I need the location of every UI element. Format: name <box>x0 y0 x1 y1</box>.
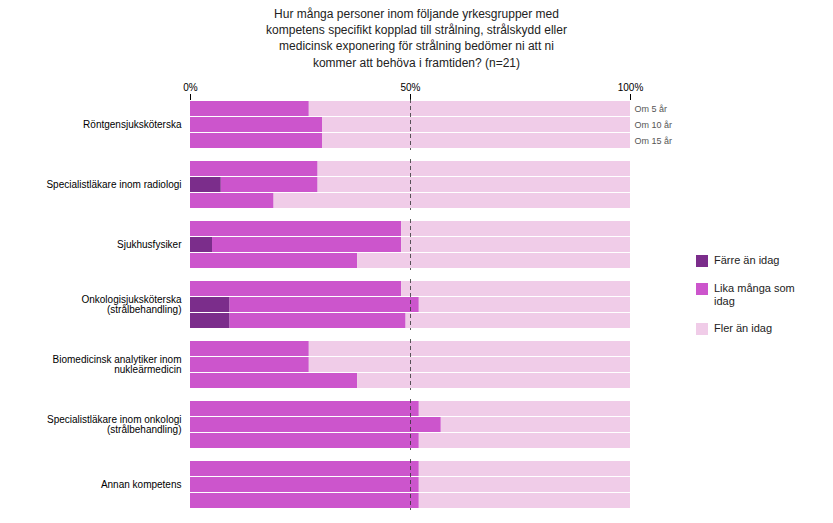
svg-text:Om 10 år: Om 10 år <box>635 120 673 130</box>
svg-text:Biomedicinsk analytiker inomnu: Biomedicinsk analytiker inomnukleärmedic… <box>53 354 182 375</box>
svg-text:Om 5 år: Om 5 år <box>635 104 668 114</box>
html-text:Färre än idag: Färre än idag <box>714 254 780 267</box>
html-text:Fler än idag: Fler än idag <box>714 321 773 334</box>
svg-text:Specialistläkare inom onkologi: Specialistläkare inom onkologi(strålbeha… <box>47 414 182 435</box>
svg-text:0%: 0% <box>183 81 198 92</box>
svg-text:Specialistläkare inom radiolog: Specialistläkare inom radiologi <box>46 179 181 190</box>
svg-text:Onkologisjuksköterska(strålbeh: Onkologisjuksköterska(strålbehandling) <box>81 294 181 315</box>
svg-text:50%: 50% <box>400 81 420 92</box>
svg-text:Om 15 år: Om 15 år <box>635 136 673 146</box>
svg-text:Röntgensjuksköterska: Röntgensjuksköterska <box>83 119 182 130</box>
html-text:Hur många personer inom följan: Hur många personer inom följande yrkesgr… <box>266 7 567 70</box>
svg-text:Annan kompetens: Annan kompetens <box>101 479 182 490</box>
svg-text:Sjukhusfysiker: Sjukhusfysiker <box>117 239 182 250</box>
svg-text:100%: 100% <box>618 81 644 92</box>
html-text:Lika många som idag: Lika många som idag <box>714 281 795 307</box>
